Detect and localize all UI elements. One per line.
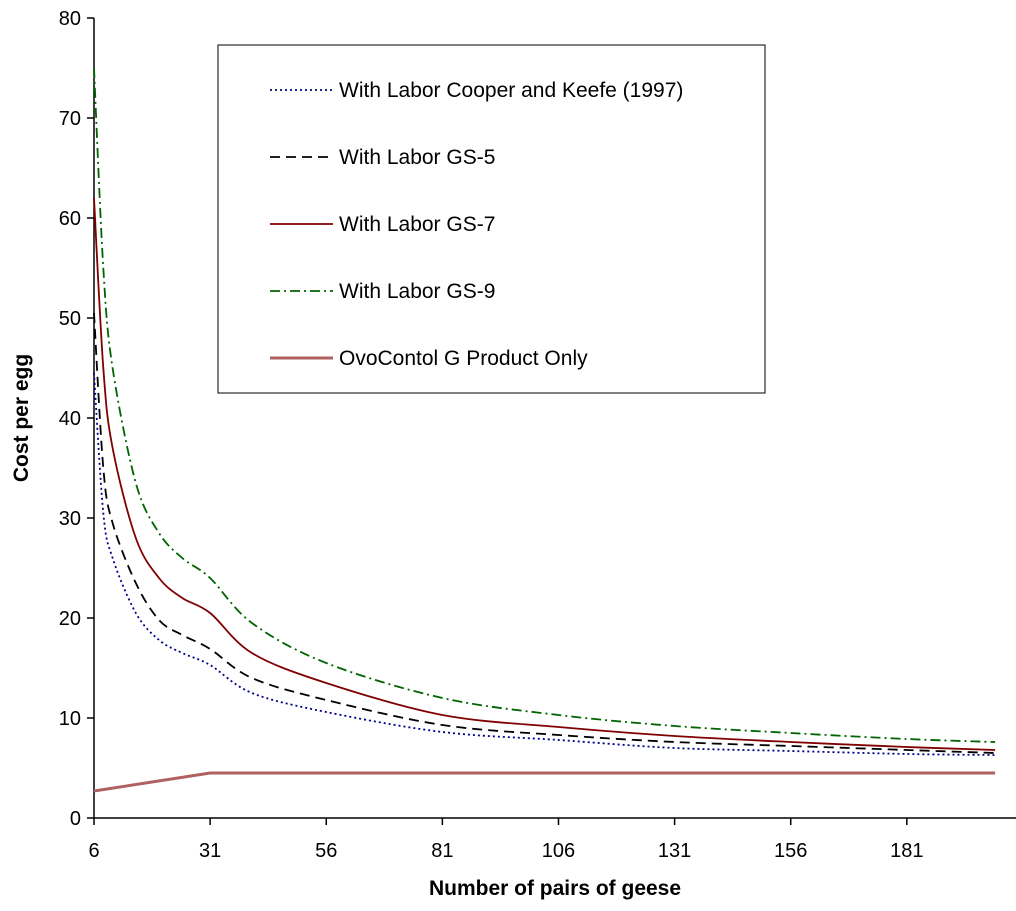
- y-tick-label: 60: [59, 208, 81, 230]
- y-tick-label: 80: [59, 8, 81, 30]
- x-axis-title: Number of pairs of geese: [429, 877, 681, 900]
- legend: With Labor Cooper and Keefe (1997) With L…: [217, 44, 766, 394]
- legend-items: With Labor Cooper and Keefe (1997) With L…: [270, 79, 683, 370]
- x-tick-label: 6: [88, 840, 99, 862]
- y-axis-ticks: 0 10 20 30 40 50 60 70 80: [59, 8, 94, 830]
- x-tick-label: 81: [431, 840, 453, 862]
- x-tick-label: 156: [774, 840, 807, 862]
- x-axis-ticks: 6 31 56 81 106 131 156 181: [88, 818, 924, 862]
- x-tick-label: 106: [542, 840, 575, 862]
- x-tick-label: 31: [199, 840, 221, 862]
- legend-label-1: With Labor Cooper and Keefe (1997): [339, 79, 683, 102]
- y-tick-label: 0: [70, 808, 81, 830]
- series-layer: [93, 67, 996, 793]
- series-line-4: [93, 67, 996, 743]
- legend-box: [217, 44, 766, 394]
- legend-label-2: With Labor GS-5: [339, 146, 495, 169]
- y-tick-label: 40: [59, 408, 81, 430]
- x-tick-label: 56: [315, 840, 337, 862]
- y-tick-label: 30: [59, 508, 81, 530]
- legend-label-5: OvoContol G Product Only: [339, 347, 588, 370]
- y-tick-label: 50: [59, 308, 81, 330]
- legend-label-3: With Labor GS-7: [339, 213, 495, 236]
- x-tick-label: 181: [890, 840, 923, 862]
- y-axis-title: Cost per egg: [10, 354, 33, 482]
- series-line-2: [93, 312, 996, 754]
- x-tick-label: 131: [658, 840, 691, 862]
- legend-label-4: With Labor GS-9: [339, 280, 495, 303]
- series-line-1: [93, 372, 996, 756]
- series-line-5: [93, 771, 996, 793]
- series-line-3: [93, 197, 996, 751]
- y-tick-label: 70: [59, 108, 81, 130]
- y-tick-label: 10: [59, 708, 81, 730]
- y-tick-label: 20: [59, 608, 81, 630]
